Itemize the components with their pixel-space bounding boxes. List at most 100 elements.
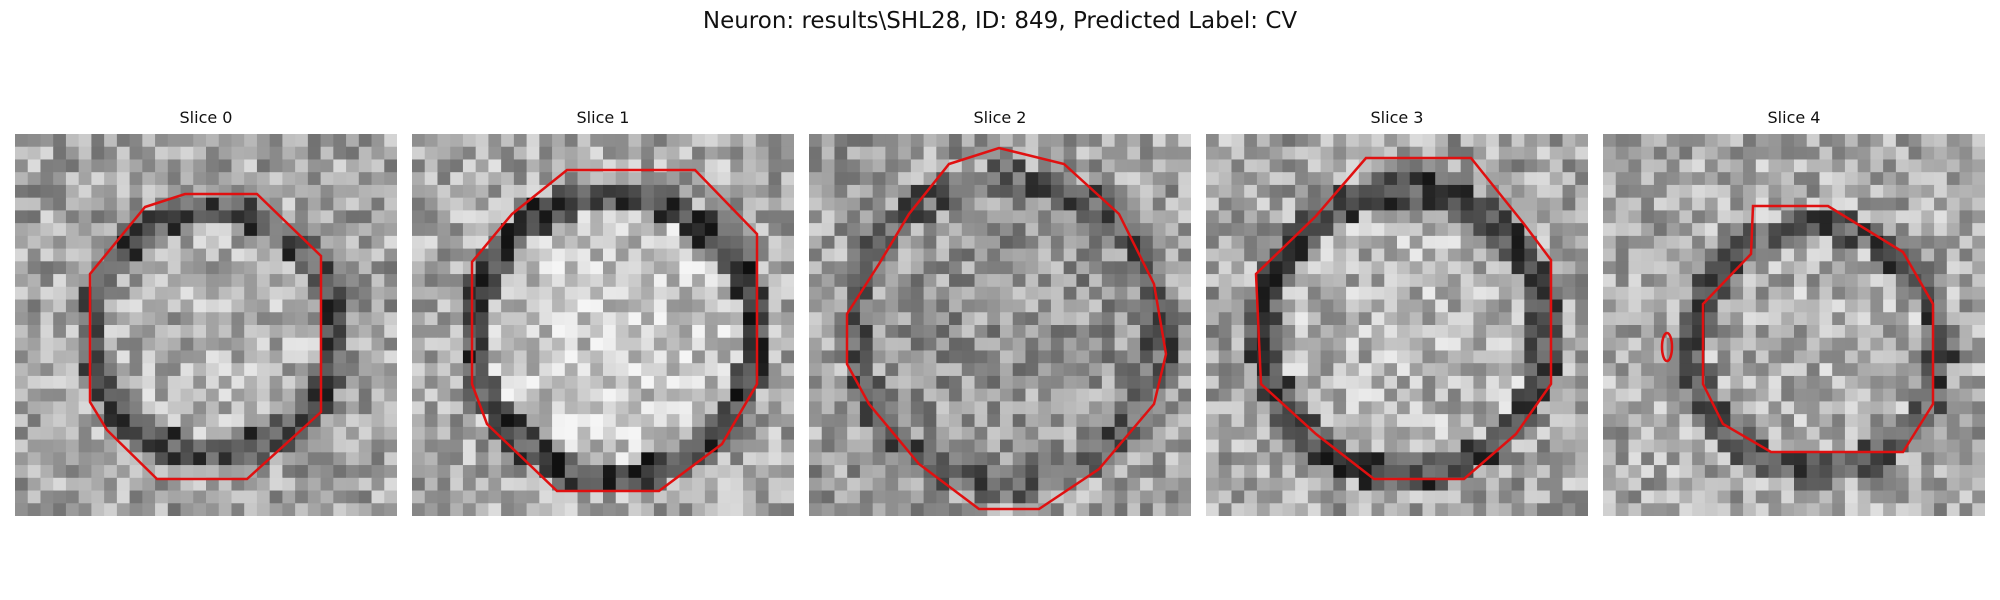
pixel [1666, 363, 1680, 377]
pixel [1755, 426, 1770, 441]
pixel [1409, 426, 1424, 441]
pixel [501, 235, 515, 250]
pixel [1895, 146, 1910, 161]
pixel [450, 248, 464, 262]
pixel [1653, 286, 1668, 301]
pixel [1844, 363, 1859, 377]
pixel [1615, 465, 1630, 479]
pixel [193, 363, 207, 377]
pixel [1692, 465, 1706, 479]
pixel [1666, 426, 1680, 441]
pixel [1333, 439, 1347, 453]
pixel [1371, 197, 1385, 211]
pixel [847, 452, 861, 466]
pixel [501, 465, 515, 479]
pixel [256, 261, 271, 275]
pixel [1704, 452, 1719, 466]
pixel [78, 235, 92, 250]
pixel [1704, 477, 1719, 492]
pixel [295, 299, 309, 313]
pixel [987, 312, 1001, 326]
pixel [475, 286, 489, 301]
pixel [1012, 184, 1027, 199]
pixel [1870, 490, 1884, 504]
pixel [1101, 490, 1116, 504]
pixel [679, 503, 693, 516]
pixel [1895, 477, 1910, 492]
pixel [1269, 286, 1283, 301]
pixel [1178, 261, 1191, 275]
pixel [987, 465, 1001, 479]
pixel [346, 439, 360, 453]
pixel [1908, 503, 1922, 516]
pixel [526, 286, 540, 301]
pixel [936, 388, 950, 402]
pixel [885, 172, 899, 186]
pixel [1537, 261, 1551, 275]
pixel [1447, 159, 1462, 173]
pixel [1000, 325, 1014, 339]
slice-4-small-contour [1660, 331, 1674, 363]
pixel [513, 210, 528, 224]
pixel [526, 312, 540, 326]
pixel [1320, 388, 1334, 402]
pixel [1819, 477, 1833, 492]
pixel [129, 146, 143, 161]
pixel [1832, 223, 1846, 237]
pixel [730, 452, 744, 466]
pixel [346, 223, 360, 237]
pixel [1730, 465, 1744, 479]
pixel [1358, 401, 1373, 415]
pixel [1165, 452, 1179, 466]
pixel [371, 452, 385, 466]
pixel [1140, 426, 1154, 441]
pixel [1140, 184, 1154, 199]
pixel [1895, 159, 1910, 173]
pixel [256, 235, 271, 250]
pixel [910, 325, 925, 339]
pixel [1218, 159, 1233, 173]
pixel [1295, 299, 1309, 313]
pixel [1140, 503, 1154, 516]
pixel [1038, 261, 1052, 275]
pixel [809, 465, 823, 479]
pixel [218, 490, 233, 504]
pixel [53, 210, 67, 224]
pixel [717, 261, 731, 275]
pixel [1076, 261, 1090, 275]
pixel [231, 299, 245, 313]
pixel [40, 159, 54, 173]
pixel [65, 325, 80, 339]
pixel [526, 375, 540, 390]
pixel [346, 248, 360, 262]
pixel [1231, 184, 1245, 199]
pixel [142, 401, 156, 415]
pixel [1857, 325, 1871, 339]
pixel [488, 401, 502, 415]
pixel [923, 261, 937, 275]
pixel [1666, 197, 1680, 211]
pixel [564, 210, 579, 224]
pixel [155, 159, 169, 173]
pixel [269, 134, 283, 148]
pixel [1127, 299, 1141, 313]
pixel [15, 388, 29, 402]
pixel [206, 146, 220, 161]
pixel [809, 452, 823, 466]
pixel [781, 235, 794, 250]
pixel [1101, 439, 1116, 453]
pixel [371, 337, 385, 352]
pixel [346, 146, 360, 161]
pixel [333, 261, 347, 275]
pixel [847, 414, 861, 428]
pixel [603, 414, 617, 428]
pixel [641, 235, 655, 250]
pixel [1908, 452, 1922, 466]
pixel [1666, 235, 1680, 250]
pixel [666, 299, 680, 313]
pixel [821, 388, 836, 402]
pixel [1575, 337, 1588, 352]
pixel [1012, 299, 1027, 313]
pixel [1384, 134, 1398, 148]
pixel [1114, 159, 1128, 173]
